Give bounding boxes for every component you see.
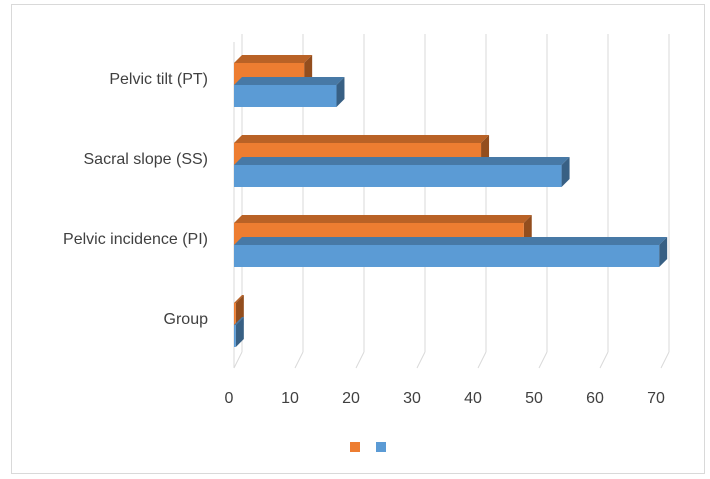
category-label: Pelvic tilt (PT) — [109, 71, 208, 88]
x-tick-label: 20 — [342, 390, 360, 407]
floor-gridline — [660, 351, 670, 369]
legend-marker — [350, 442, 360, 452]
bar-top-face — [234, 135, 490, 143]
bar — [234, 303, 236, 325]
bar-top-face — [234, 295, 244, 303]
bar-side-face — [561, 157, 570, 187]
bar — [234, 325, 236, 347]
floor-gridline — [538, 351, 548, 369]
x-tick-label: 0 — [225, 390, 234, 407]
bar-top-face — [234, 157, 570, 165]
floor-gridline — [599, 351, 609, 369]
x-tick-label: 70 — [647, 390, 665, 407]
x-tick-label: 30 — [403, 390, 421, 407]
floor-gridline — [294, 351, 304, 369]
bar — [234, 165, 562, 187]
bar-top-face — [234, 237, 668, 245]
x-tick-label: 10 — [281, 390, 299, 407]
bar-side-face — [336, 77, 345, 107]
bar — [234, 85, 337, 107]
floor-gridline — [416, 351, 426, 369]
floor-gridline — [477, 351, 487, 369]
x-tick-label: 50 — [525, 390, 543, 407]
bar — [234, 245, 660, 267]
x-tick-label: 40 — [464, 390, 482, 407]
bar-top-face — [234, 77, 345, 85]
bar-top-face — [234, 55, 313, 63]
category-label: Sacral slope (SS) — [84, 151, 209, 168]
category-label: Pelvic incidence (PI) — [63, 231, 208, 248]
legend-marker — [376, 442, 386, 452]
x-tick-label: 60 — [586, 390, 604, 407]
bar-top-face — [234, 317, 244, 325]
floor-gridline — [355, 351, 365, 369]
bar-top-face — [234, 215, 532, 223]
bar-side-face — [235, 317, 244, 347]
floor-gridline — [233, 351, 243, 369]
bar-side-face — [659, 237, 668, 267]
category-label: Group — [164, 311, 209, 328]
